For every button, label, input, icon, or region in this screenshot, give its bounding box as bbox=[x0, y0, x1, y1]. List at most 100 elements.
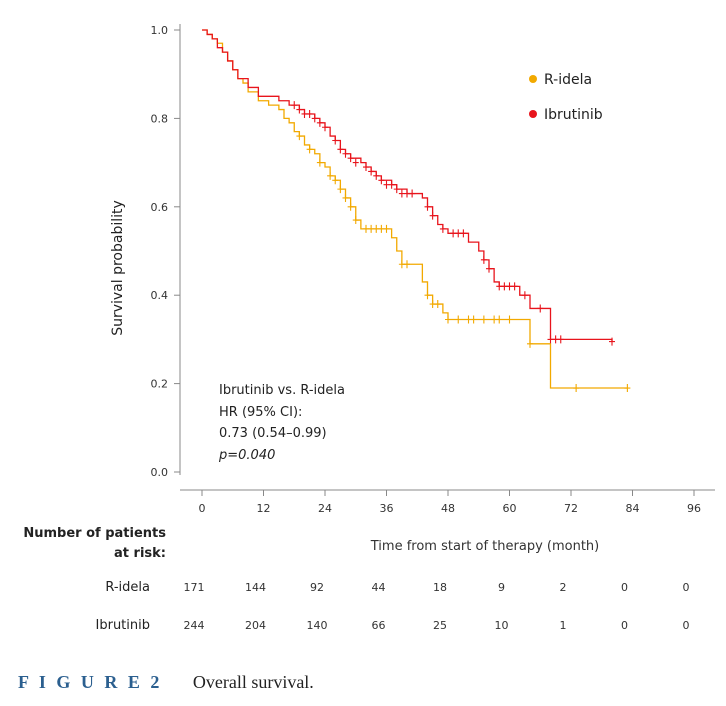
axes bbox=[179, 24, 715, 491]
risk-value-ibrutinib: 66 bbox=[372, 619, 386, 632]
x-tick-label: 48 bbox=[441, 502, 455, 515]
risk-value-r-idela: 9 bbox=[498, 581, 505, 594]
censor-mark-ibrutinib bbox=[301, 109, 308, 118]
censor-mark-ibrutinib bbox=[450, 229, 457, 238]
risk-table: Number of patients at risk: R-idela Ibru… bbox=[23, 526, 689, 633]
legend: R-idela Ibrutinib bbox=[529, 72, 603, 123]
censor-mark-ibrutinib bbox=[316, 118, 323, 127]
legend-marker-r-idela bbox=[529, 75, 537, 83]
annotation-line-4: p=0.040 bbox=[218, 448, 275, 463]
risk-table-title-line-1: Number of patients bbox=[23, 526, 166, 541]
censor-mark-r-idela bbox=[429, 300, 436, 309]
censor-mark-r-idela bbox=[404, 260, 410, 269]
censor-mark-ibrutinib bbox=[424, 202, 431, 211]
censor-mark-ibrutinib bbox=[460, 229, 467, 238]
risk-value-r-idela: 0 bbox=[621, 581, 628, 594]
x-tick-label: 24 bbox=[318, 502, 332, 515]
censor-mark-ibrutinib bbox=[404, 189, 410, 198]
censor-mark-ibrutinib bbox=[429, 211, 436, 220]
censor-mark-r-idela bbox=[470, 315, 477, 324]
risk-value-r-idela: 44 bbox=[372, 581, 386, 594]
x-tick-label: 12 bbox=[257, 502, 271, 515]
km-chart: 0.00.20.40.60.81.0 0 12 24 36 48 60 72 84 96 Sur… bbox=[23, 24, 715, 633]
y-tick-label: 0.0 bbox=[151, 466, 169, 479]
censor-mark-ibrutinib bbox=[511, 282, 518, 291]
censor-mark-ibrutinib bbox=[296, 105, 303, 114]
censor-mark-r-idela bbox=[342, 193, 349, 202]
censor-mark-ibrutinib bbox=[609, 337, 615, 346]
y-tick-label: 0.2 bbox=[151, 378, 169, 391]
censor-mark-ibrutinib bbox=[322, 123, 328, 132]
risk-value-r-idela: 18 bbox=[433, 581, 447, 594]
censor-mark-ibrutinib bbox=[409, 189, 416, 198]
censor-mark-ibrutinib bbox=[501, 282, 508, 291]
x-tick-label: 60 bbox=[503, 502, 517, 515]
legend-label-r-idela: R-idela bbox=[544, 72, 592, 88]
censor-mark-r-idela bbox=[352, 216, 359, 225]
censor-mark-ibrutinib bbox=[557, 335, 564, 344]
censor-mark-r-idela bbox=[383, 224, 390, 233]
x-ticks: 0 12 24 36 48 60 72 84 96 bbox=[199, 490, 701, 515]
legend-marker-ibrutinib bbox=[529, 110, 537, 118]
censor-mark-r-idela bbox=[306, 145, 313, 154]
survival-curves bbox=[202, 29, 631, 393]
risk-value-r-idela: 0 bbox=[683, 581, 690, 594]
x-axis-label: Time from start of therapy (month) bbox=[370, 539, 599, 554]
censor-mark-ibrutinib bbox=[368, 167, 375, 176]
risk-table-title-line-2: at risk: bbox=[114, 546, 166, 561]
censor-mark-r-idela bbox=[455, 315, 462, 324]
x-tick-label: 0 bbox=[199, 502, 206, 515]
censor-mark-ibrutinib bbox=[398, 189, 405, 198]
y-tick-label: 0.4 bbox=[151, 289, 169, 302]
annotation-line-3: 0.73 (0.54–0.99) bbox=[219, 426, 327, 441]
censor-mark-r-idela bbox=[347, 202, 354, 211]
y-tick-label: 0.8 bbox=[151, 112, 169, 125]
censor-mark-ibrutinib bbox=[388, 180, 395, 189]
censor-mark-r-idela bbox=[491, 315, 498, 324]
censor-mark-r-idela bbox=[624, 384, 631, 393]
censor-mark-ibrutinib bbox=[378, 176, 385, 185]
censor-mark-ibrutinib bbox=[291, 101, 298, 110]
figure-caption: F I G U R E 2 Overall survival. bbox=[18, 672, 314, 693]
censor-mark-r-idela bbox=[465, 315, 472, 324]
y-ticks: 0.0 0.2 0.4 0.6 0.8 1.0 bbox=[151, 24, 180, 479]
censor-mark-ibrutinib bbox=[342, 149, 349, 158]
censor-mark-r-idela bbox=[327, 171, 334, 180]
censor-mark-ibrutinib bbox=[337, 145, 344, 154]
x-tick-label: 84 bbox=[626, 502, 640, 515]
x-tick-label: 36 bbox=[380, 502, 394, 515]
censor-mark-r-idela bbox=[527, 339, 533, 348]
censor-mark-ibrutinib bbox=[347, 154, 354, 163]
censor-mark-r-idela bbox=[445, 315, 451, 324]
censor-mark-r-idela bbox=[332, 176, 339, 185]
x-tick-label: 96 bbox=[687, 502, 701, 515]
risk-value-ibrutinib: 244 bbox=[184, 619, 205, 632]
censor-mark-r-idela bbox=[434, 300, 441, 309]
censor-mark-r-idela bbox=[506, 315, 513, 324]
censor-mark-ibrutinib bbox=[521, 291, 528, 300]
annotation-line-2: HR (95% CI): bbox=[219, 405, 302, 420]
censor-mark-ibrutinib bbox=[547, 335, 554, 344]
censor-mark-ibrutinib bbox=[439, 224, 446, 233]
censor-mark-ibrutinib bbox=[496, 282, 503, 291]
censor-mark-r-idela bbox=[496, 315, 503, 324]
censor-mark-ibrutinib bbox=[306, 109, 313, 118]
censor-mark-r-idela bbox=[337, 185, 344, 194]
censor-mark-ibrutinib bbox=[506, 282, 513, 291]
risk-value-ibrutinib: 1 bbox=[560, 619, 567, 632]
censor-mark-r-idela bbox=[398, 260, 405, 269]
figure-caption-text: Overall survival. bbox=[192, 672, 314, 692]
risk-value-ibrutinib: 0 bbox=[621, 619, 628, 632]
y-axis-label: Survival probability bbox=[110, 200, 126, 336]
censor-mark-ibrutinib bbox=[537, 304, 544, 313]
censor-mark-ibrutinib bbox=[480, 255, 487, 264]
risk-row-label-ibrutinib: Ibrutinib bbox=[96, 618, 150, 633]
risk-value-r-idela: 144 bbox=[245, 581, 266, 594]
censor-mark-r-idela bbox=[363, 224, 369, 233]
y-tick-label: 0.6 bbox=[151, 201, 169, 214]
censor-mark-r-idela bbox=[573, 384, 580, 393]
censor-mark-ibrutinib bbox=[352, 158, 359, 167]
censor-mark-r-idela bbox=[378, 224, 385, 233]
risk-row-label-r-idela: R-idela bbox=[105, 580, 150, 595]
